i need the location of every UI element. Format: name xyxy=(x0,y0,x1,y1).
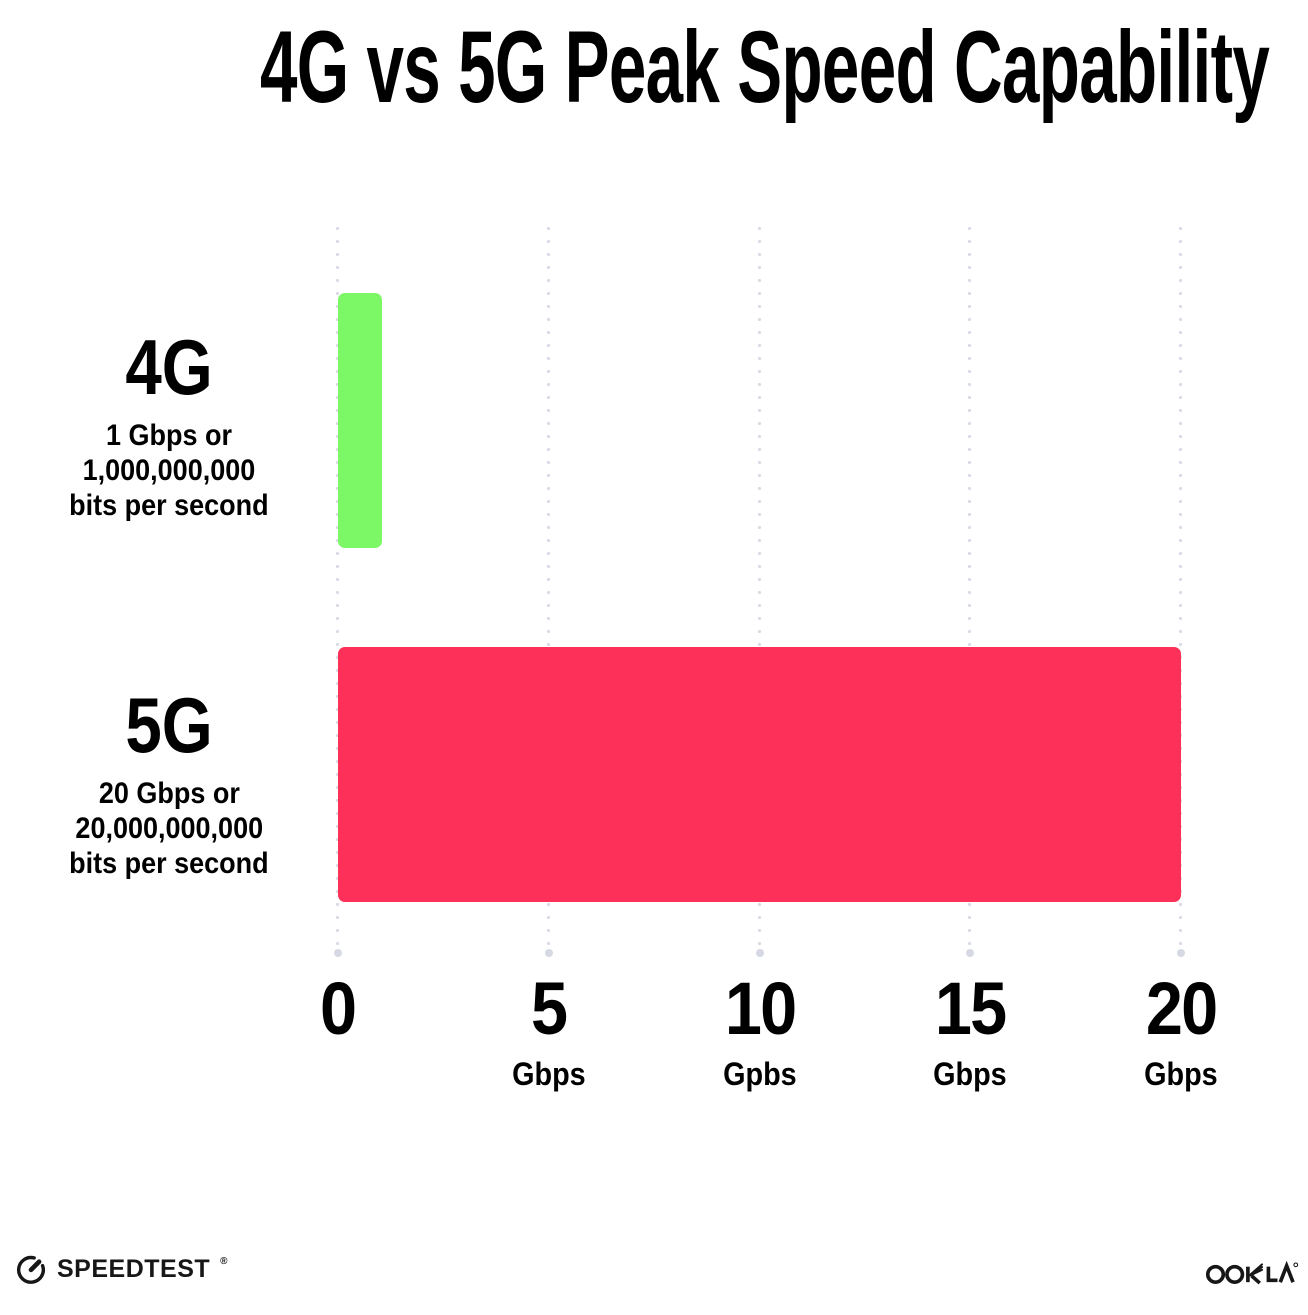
row-label-4g-line3: bits per second xyxy=(69,489,269,522)
gridline-20 xyxy=(1179,222,1182,949)
xtick-0-value: 0 xyxy=(320,967,357,1050)
speedtest-wordmark: SPEEDTEST xyxy=(57,1254,211,1283)
row-label-5g-title: 5G xyxy=(125,681,213,769)
bar-4g xyxy=(338,293,382,548)
xtick-5-unit: Gbps xyxy=(512,1056,586,1092)
row-label-4g-title: 4G xyxy=(125,323,213,411)
xtick-20-unit: Gbps xyxy=(1144,1056,1218,1092)
xtick-0: 0 xyxy=(228,972,448,1090)
ookla-logo xyxy=(1205,1258,1299,1294)
xtick-20: 20 Gbps xyxy=(1071,967,1291,1092)
xtick-10-unit: Gpbs xyxy=(723,1056,797,1092)
row-label-5g-line2: 20,000,000,000 xyxy=(75,812,263,845)
page-title: 4G vs 5G Peak Speed Capability xyxy=(0,16,1308,118)
row-label-4g-line2: 1,000,000,000 xyxy=(82,454,256,487)
xtick-0-unit xyxy=(228,1058,448,1090)
gridline-5 xyxy=(547,222,550,949)
xtick-5: 5 Gbps xyxy=(439,967,659,1092)
speedtest-gauge-icon xyxy=(16,1255,45,1284)
gridline-0 xyxy=(336,222,339,949)
gridline-15 xyxy=(968,222,971,949)
row-label-5g-description: 20 Gbps or 20,000,000,000 bits per secon… xyxy=(18,776,320,881)
xtick-10-value: 10 xyxy=(724,967,797,1050)
row-label-4g-line1: 1 Gbps or xyxy=(105,419,233,452)
row-label-5g-line3: bits per second xyxy=(69,847,269,880)
speedtest-registered-mark: ® xyxy=(220,1255,228,1267)
row-label-5g: 5G 20 Gbps or 20,000,000,000 bits per se… xyxy=(18,686,320,881)
speedtest-logo: SPEEDTEST ® xyxy=(14,1252,228,1286)
xtick-5-value: 5 xyxy=(531,967,568,1050)
ookla-wordmark-icon xyxy=(1205,1260,1299,1285)
xtick-20-value: 20 xyxy=(1145,967,1218,1050)
row-label-4g-description: 1 Gbps or 1,000,000,000 bits per second xyxy=(18,418,320,523)
xtick-15-value: 15 xyxy=(934,967,1007,1050)
bar-5g xyxy=(338,647,1181,902)
xtick-10: 10 Gpbs xyxy=(650,967,870,1092)
row-label-5g-line1: 20 Gbps or xyxy=(98,777,240,810)
page-title-text: 4G vs 5G Peak Speed Capability xyxy=(259,10,1270,124)
xtick-15-unit: Gbps xyxy=(933,1056,1007,1092)
xtick-15: 15 Gbps xyxy=(860,967,1080,1092)
row-label-4g: 4G 1 Gbps or 1,000,000,000 bits per seco… xyxy=(18,328,320,523)
gridline-10 xyxy=(758,222,761,949)
